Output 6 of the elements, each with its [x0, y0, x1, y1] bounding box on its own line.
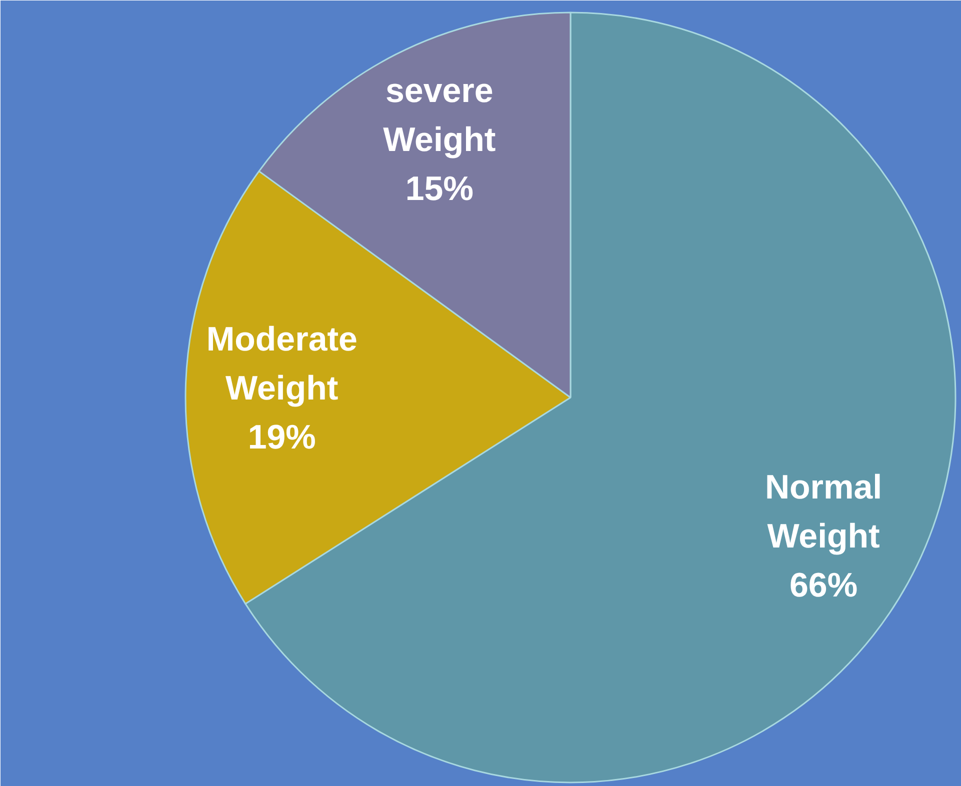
slice-label: Moderate Weight	[206, 320, 358, 408]
data-label: 19%	[248, 418, 316, 456]
slice-label: Normal Weight	[764, 468, 882, 556]
data-label: 66%	[790, 566, 858, 605]
slice-label: severe Weight	[383, 72, 496, 160]
data-label: 15%	[405, 170, 474, 208]
